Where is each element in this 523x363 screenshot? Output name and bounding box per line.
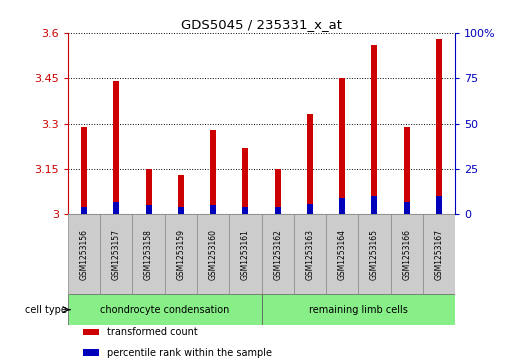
- Bar: [339, 198, 345, 215]
- Bar: [243, 148, 248, 215]
- Bar: [81, 207, 87, 215]
- Text: percentile rank within the sample: percentile rank within the sample: [107, 347, 271, 358]
- Bar: [326, 215, 358, 294]
- Bar: [197, 215, 229, 294]
- Bar: [84, 350, 99, 356]
- Text: GSM1253159: GSM1253159: [176, 229, 185, 280]
- Text: GSM1253165: GSM1253165: [370, 229, 379, 280]
- Bar: [436, 39, 442, 215]
- Title: GDS5045 / 235331_x_at: GDS5045 / 235331_x_at: [181, 19, 342, 32]
- Text: GSM1253164: GSM1253164: [338, 229, 347, 280]
- Bar: [275, 169, 280, 215]
- Bar: [68, 215, 100, 294]
- Bar: [84, 329, 99, 335]
- Bar: [178, 207, 184, 215]
- Bar: [243, 207, 248, 215]
- Bar: [132, 215, 165, 294]
- Bar: [146, 169, 152, 215]
- Bar: [113, 81, 119, 215]
- Bar: [81, 127, 87, 215]
- Text: remaining limb cells: remaining limb cells: [309, 305, 408, 315]
- Bar: [146, 205, 152, 215]
- Bar: [68, 294, 262, 325]
- Bar: [436, 196, 442, 215]
- Bar: [210, 130, 216, 215]
- Bar: [113, 202, 119, 215]
- Bar: [165, 215, 197, 294]
- Bar: [404, 127, 410, 215]
- Bar: [178, 175, 184, 215]
- Bar: [371, 196, 377, 215]
- Text: GSM1253162: GSM1253162: [273, 229, 282, 280]
- Text: GSM1253161: GSM1253161: [241, 229, 250, 280]
- Bar: [262, 294, 455, 325]
- Text: transformed count: transformed count: [107, 327, 198, 337]
- Text: GSM1253167: GSM1253167: [435, 229, 444, 280]
- Bar: [391, 215, 423, 294]
- Bar: [262, 215, 294, 294]
- Bar: [339, 78, 345, 215]
- Bar: [229, 215, 262, 294]
- Text: GSM1253163: GSM1253163: [305, 229, 314, 280]
- Bar: [210, 205, 216, 215]
- Bar: [404, 202, 410, 215]
- Text: GSM1253160: GSM1253160: [209, 229, 218, 280]
- Text: GSM1253158: GSM1253158: [144, 229, 153, 280]
- Bar: [358, 215, 391, 294]
- Bar: [294, 215, 326, 294]
- Bar: [275, 207, 280, 215]
- Bar: [307, 114, 313, 215]
- Bar: [371, 45, 377, 215]
- Text: GSM1253157: GSM1253157: [112, 229, 121, 280]
- Text: GSM1253166: GSM1253166: [402, 229, 411, 280]
- Text: cell type: cell type: [25, 305, 67, 315]
- Bar: [100, 215, 132, 294]
- Text: GSM1253156: GSM1253156: [79, 229, 88, 280]
- Bar: [307, 204, 313, 215]
- Bar: [423, 215, 455, 294]
- Text: chondrocyte condensation: chondrocyte condensation: [100, 305, 230, 315]
